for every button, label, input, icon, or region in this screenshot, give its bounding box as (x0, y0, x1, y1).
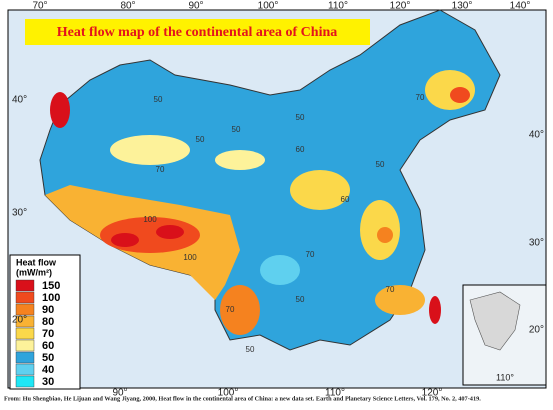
contour-label: 50 (154, 95, 163, 104)
region-150 (111, 233, 139, 247)
right-axis-label: 30° (529, 238, 544, 249)
contour-label: 60 (296, 145, 305, 154)
legend-label: 70 (42, 328, 54, 340)
left-axis-label: 40° (12, 95, 27, 106)
top-axis-label: 90° (188, 1, 203, 12)
legend-label: 50 (42, 352, 54, 364)
region-150 (156, 225, 184, 239)
contour-label: 70 (156, 165, 165, 174)
legend-label: 60 (42, 340, 54, 352)
region-90 (377, 227, 393, 243)
contour-label: 50 (296, 113, 305, 122)
region-100 (450, 87, 470, 103)
contour-label: 60 (341, 195, 350, 204)
region-60 (110, 135, 190, 165)
contour-label: 50 (296, 295, 305, 304)
contour-label: 70 (416, 93, 425, 102)
inset-coast (469, 291, 521, 351)
legend-swatch (15, 279, 35, 292)
legend-label: 30 (42, 376, 54, 388)
top-axis-label: 110° (328, 1, 348, 12)
legend-swatch (15, 303, 35, 316)
region-60 (215, 150, 265, 170)
legend-label: 80 (42, 316, 54, 328)
contour-label: 70 (386, 285, 395, 294)
contour-label: 50 (246, 345, 255, 354)
heat-flow-regions (45, 70, 475, 335)
legend-label: 100 (42, 292, 60, 304)
region-150 (50, 92, 70, 128)
legend-swatch (15, 291, 35, 304)
bottom-axis-label: 100° (218, 388, 239, 399)
top-axis-label: 140° (510, 1, 531, 12)
region-40 (260, 255, 300, 285)
legend-swatch (15, 315, 35, 328)
region-80 (375, 285, 425, 315)
legend-label: 40 (42, 364, 54, 376)
contour-label: 70 (226, 305, 235, 314)
legend-swatch (15, 327, 35, 340)
contour-label: 50 (196, 135, 205, 144)
contour-label: 100 (143, 215, 157, 224)
legend-title: Heat flow (16, 257, 57, 267)
legend-label: 90 (42, 304, 54, 316)
top-axis-label: 80° (120, 1, 135, 12)
bottom-axis-label: 90° (112, 388, 127, 399)
top-axis-label: 120° (390, 1, 411, 12)
bottom-axis-label: 110° (325, 388, 345, 399)
legend-label: 150 (42, 280, 60, 292)
bottom-axis-label: 120° (422, 388, 443, 399)
left-axis-label: 30° (12, 208, 27, 219)
region-taiwan (429, 296, 441, 324)
title-box (25, 19, 370, 45)
right-axis-label: 40° (529, 130, 544, 141)
legend-swatch (15, 375, 35, 388)
citation: From: Hu Shengbiao, He Lijuan and Wang J… (4, 395, 481, 402)
contour-label: 70 (306, 250, 315, 259)
contour-label: 100 (183, 253, 197, 262)
left-axis-label: 20° (12, 315, 27, 326)
region-90 (220, 285, 260, 335)
top-axis-label: 70° (32, 1, 47, 12)
contour-label: 50 (232, 125, 241, 134)
inset-axis-label: 110° (496, 372, 514, 382)
region-70 (290, 170, 350, 210)
legend-swatch (15, 351, 35, 364)
right-axis-label: 20° (529, 325, 544, 336)
legend-unit: (mW/m²) (16, 267, 52, 277)
contour-label: 50 (376, 160, 385, 169)
legend-swatch (15, 339, 35, 352)
top-axis-label: 100° (258, 1, 279, 12)
legend-swatch (15, 363, 35, 376)
top-axis-label: 130° (452, 1, 473, 12)
map-title: Heat flow map of the continental area of… (57, 25, 338, 40)
